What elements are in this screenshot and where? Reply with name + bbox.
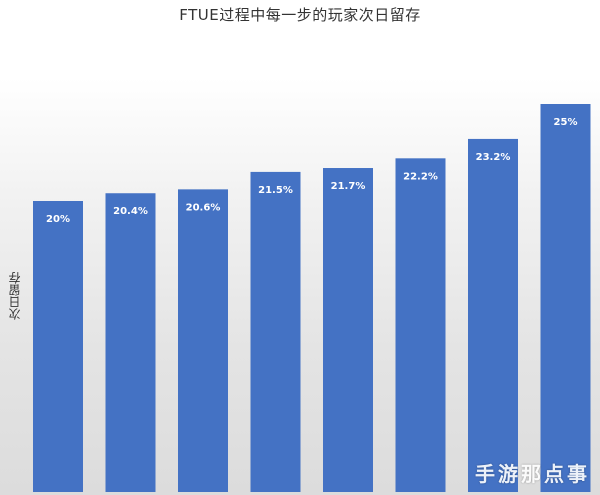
data-label-4: 21.5% [258, 185, 293, 196]
data-label-6: 22.2% [403, 171, 438, 182]
bar-5 [323, 168, 373, 492]
bar-2 [105, 193, 156, 493]
data-label-8: 25% [554, 117, 578, 128]
bar-7 [468, 138, 518, 493]
data-label-3: 20.6% [186, 202, 221, 213]
data-label-2: 20.4% [113, 206, 148, 217]
bar-4 [250, 171, 301, 492]
data-label-5: 21.7% [331, 181, 366, 192]
chart-title: FTUE过程中每一步的玩家次日留存 [179, 6, 421, 24]
bar-6 [395, 158, 446, 492]
bar-1 [33, 201, 83, 492]
data-label-1: 20% [46, 214, 70, 225]
watermark-text: 手游那点事 [475, 462, 590, 486]
bar-8 [540, 104, 591, 492]
data-label-7: 23.2% [476, 152, 511, 163]
bar-3 [178, 189, 228, 493]
